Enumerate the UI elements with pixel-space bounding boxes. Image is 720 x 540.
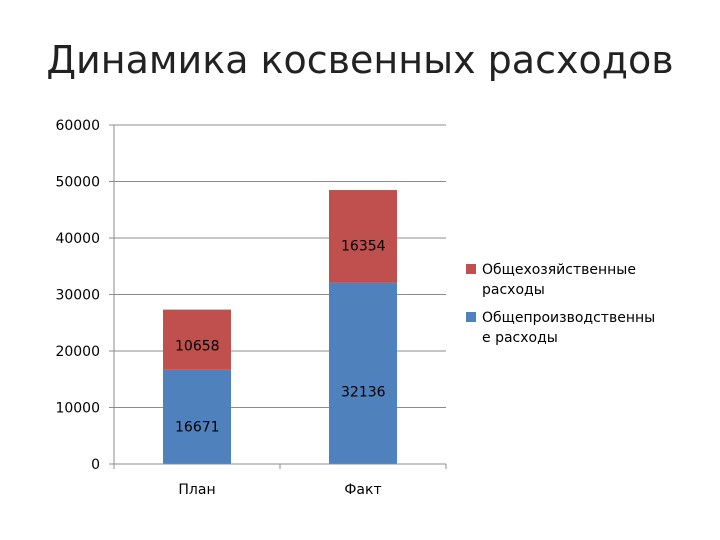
bar-segment-general-0 (163, 309, 231, 370)
y-tick-label: 50000 (55, 175, 100, 191)
data-label: 10658 (175, 339, 220, 355)
bar-segment-general-1 (329, 190, 397, 283)
legend-label: расходы (482, 282, 545, 298)
legend-swatch (466, 312, 476, 322)
y-tick-label: 30000 (55, 288, 100, 304)
y-tick-label: 10000 (55, 401, 100, 417)
y-tick-label: 60000 (55, 118, 100, 134)
legend-label: Общепроизводственны (482, 310, 655, 326)
x-category-label: План (178, 482, 215, 498)
data-label: 32136 (341, 384, 386, 400)
chart-title: Динамика косвенных расходов (46, 38, 674, 82)
bar-segment-production-0 (163, 369, 231, 464)
data-label: 16354 (341, 238, 386, 254)
legend-label: Общехозяйственные (482, 262, 636, 278)
bar-segment-production-1 (329, 282, 397, 464)
y-tick-label: 20000 (55, 344, 100, 360)
data-label: 16671 (175, 419, 220, 435)
legend-label: е расходы (482, 330, 558, 346)
x-category-label: Факт (344, 482, 381, 498)
legend-swatch (466, 264, 476, 274)
y-tick-label: 40000 (55, 231, 100, 247)
y-tick-label: 0 (91, 457, 100, 473)
